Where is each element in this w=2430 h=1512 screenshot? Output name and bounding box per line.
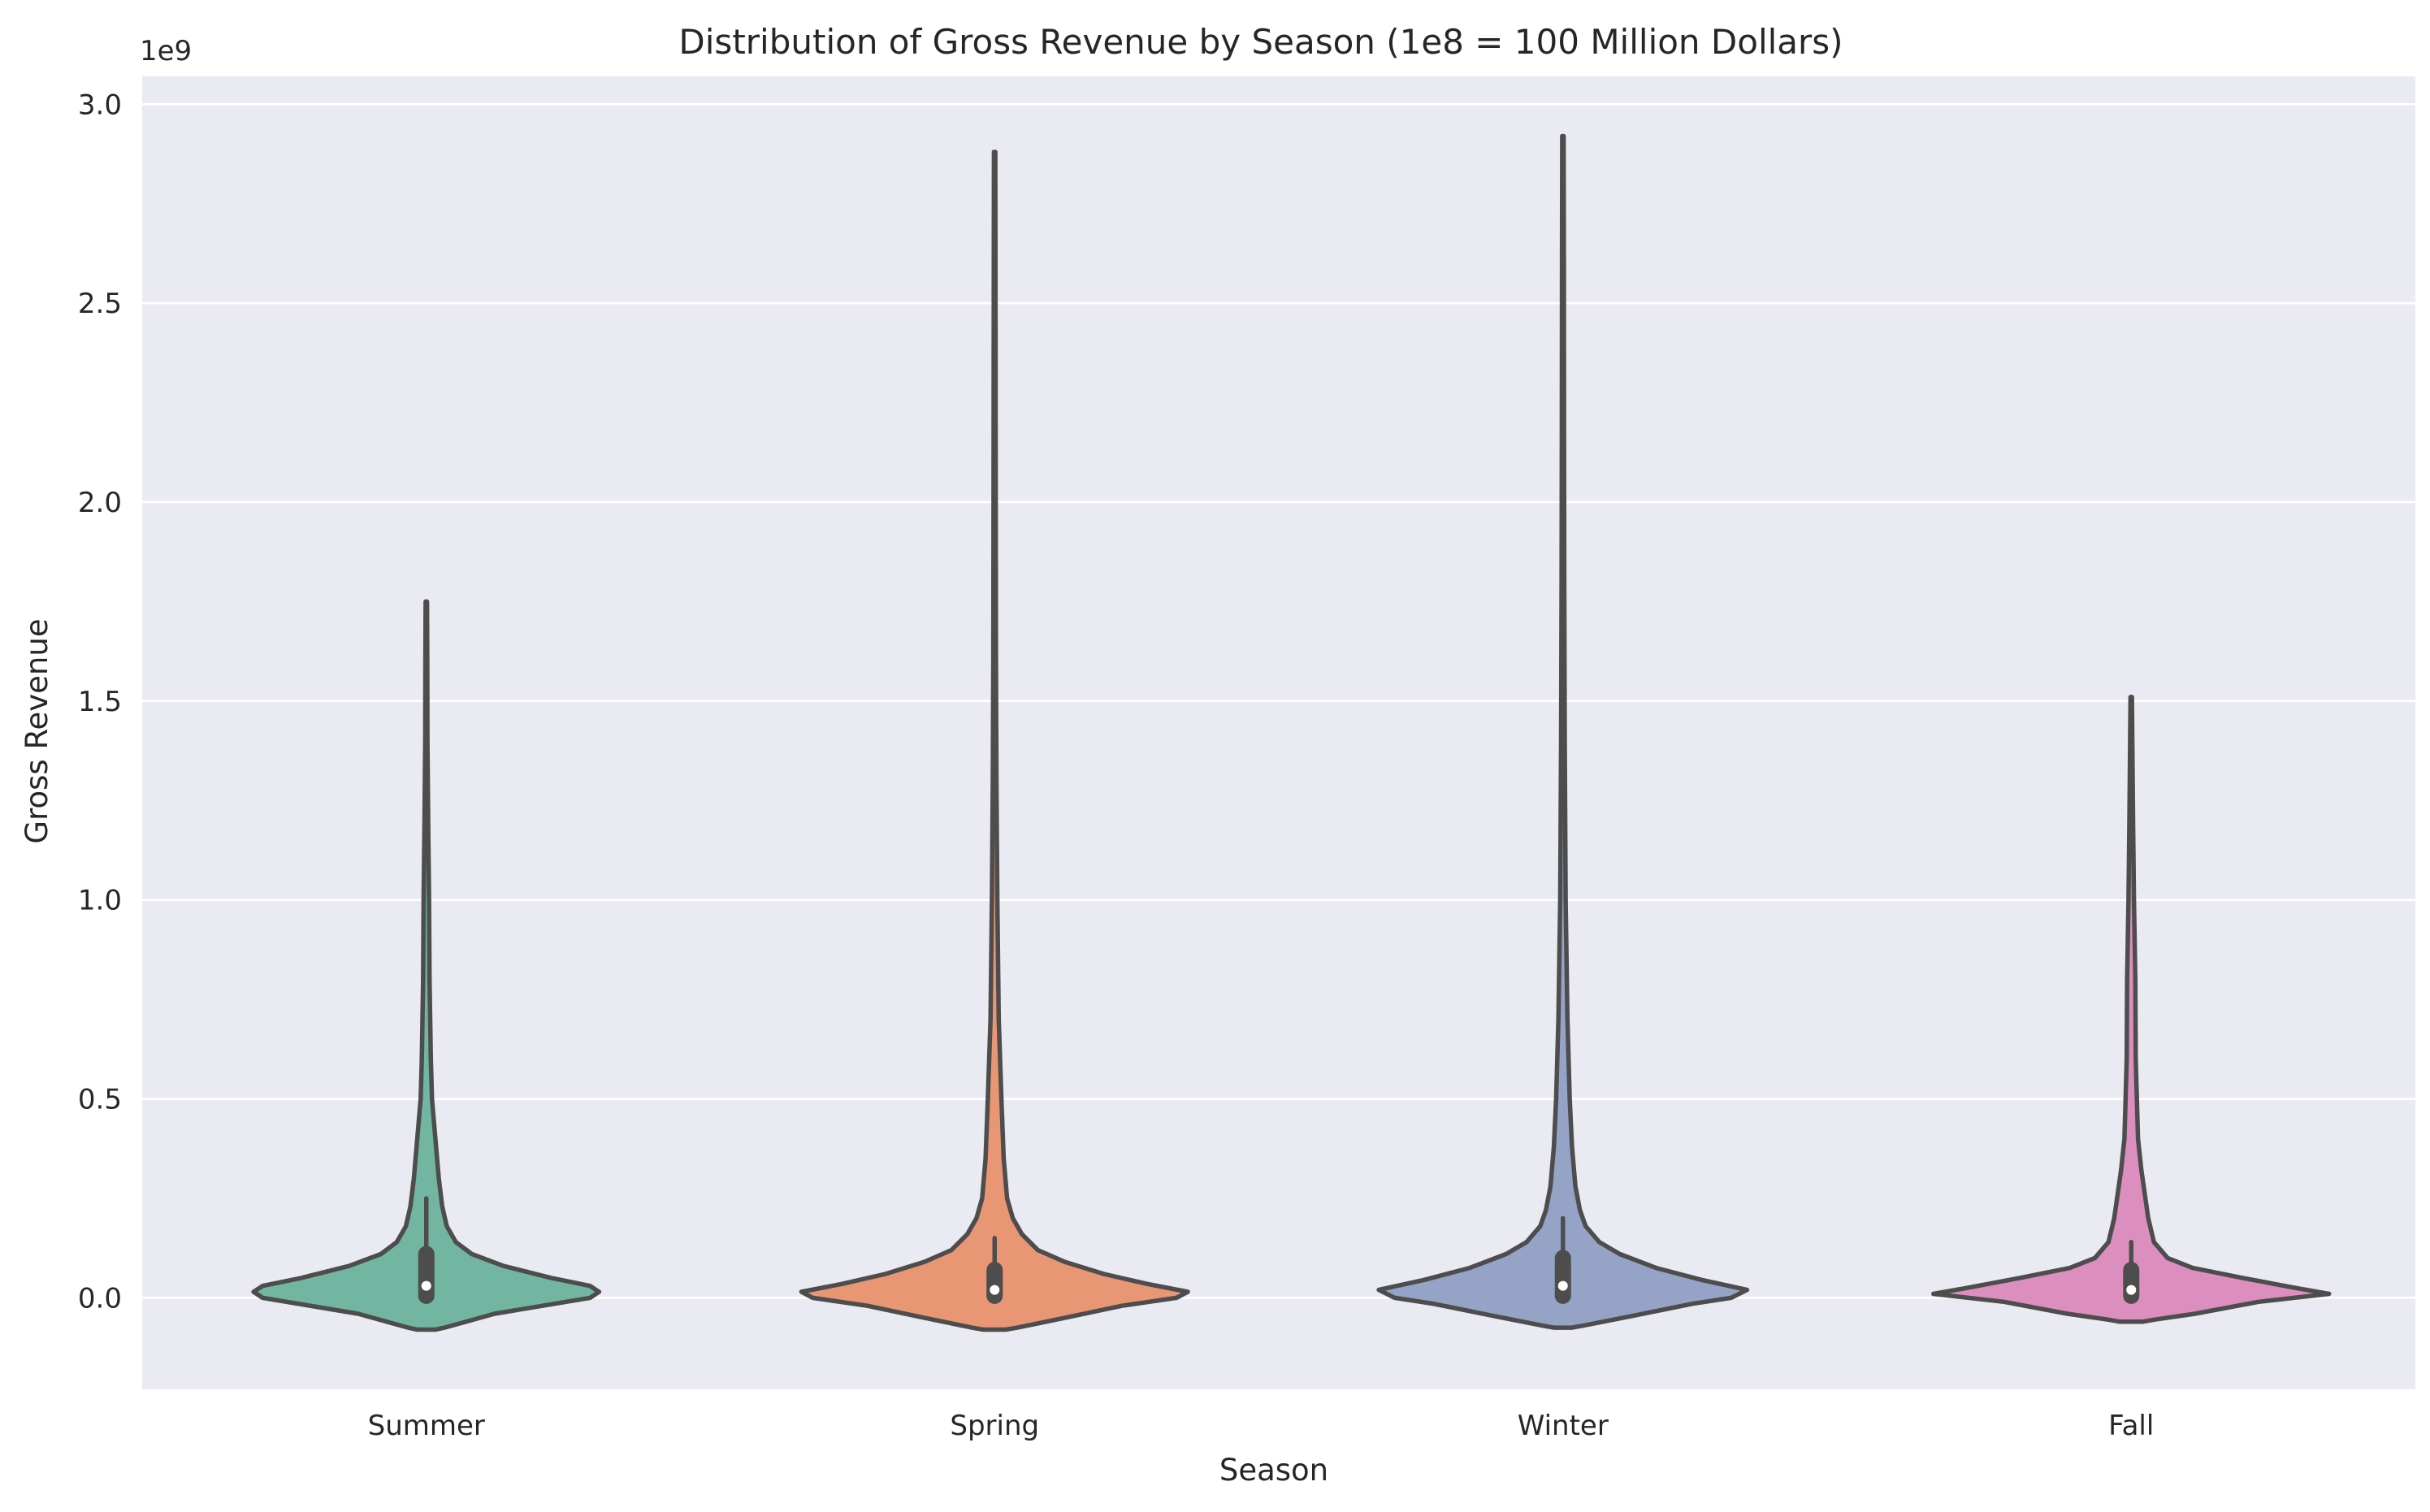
y-tick-label: 2.5	[78, 288, 122, 320]
gridlines	[142, 102, 2415, 1299]
violin-spring	[799, 149, 1190, 1332]
y-tick-label: 2.0	[78, 487, 122, 519]
y-tick-label: 0.0	[78, 1282, 122, 1315]
violin-summer	[251, 599, 602, 1332]
violin-median-dot	[2126, 1285, 2137, 1295]
y-axis-label: Gross Revenue	[19, 618, 54, 843]
chart-title: Distribution of Gross Revenue by Season …	[678, 22, 1843, 62]
violin-body	[799, 149, 1190, 1332]
y-tick-label: 0.5	[78, 1084, 122, 1116]
x-tick-label: Fall	[2108, 1410, 2154, 1442]
y-tick-label: 3.0	[78, 89, 122, 121]
violin-median-dot	[421, 1280, 431, 1291]
violins	[251, 133, 2332, 1332]
x-axis-label: Season	[1219, 1453, 1328, 1488]
violin-body	[251, 599, 602, 1332]
y-offset-label: 1e9	[140, 35, 192, 67]
violin-fall	[1931, 695, 2332, 1324]
x-axis-ticks: Summer Spring Winter Fall	[368, 1410, 2155, 1442]
y-tick-label: 1.0	[78, 885, 122, 917]
violin-winter	[1376, 133, 1750, 1330]
violin-median-dot	[990, 1285, 1000, 1295]
violin-median-dot	[1557, 1280, 1568, 1291]
x-tick-label: Summer	[368, 1410, 485, 1442]
violin-body	[1931, 695, 2332, 1324]
violin-body	[1376, 133, 1750, 1330]
y-axis-ticks: 0.0 0.5 1.0 1.5 2.0 2.5 3.0	[78, 89, 122, 1315]
x-tick-label: Winter	[1518, 1410, 1609, 1442]
x-tick-label: Spring	[950, 1410, 1039, 1442]
y-tick-label: 1.5	[78, 686, 122, 718]
plot-area	[142, 76, 2415, 1389]
